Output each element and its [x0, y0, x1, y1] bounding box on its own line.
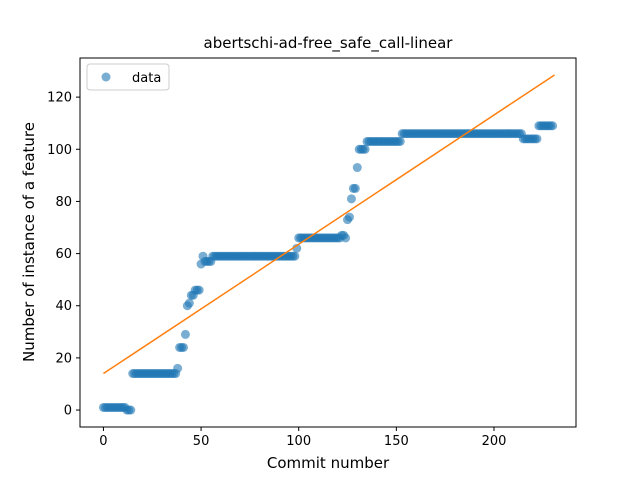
- y-tick-label: 60: [55, 247, 72, 262]
- data-point: [346, 194, 356, 204]
- data-point: [352, 163, 362, 173]
- chart-title: abertschi-ad-free_safe_call-linear: [204, 34, 454, 53]
- y-axis-title: Number of instance of a feature: [20, 122, 38, 362]
- legend-marker-data: [101, 72, 111, 82]
- y-tick-label: 0: [64, 404, 72, 419]
- data-point: [532, 134, 542, 144]
- y-tick-label: 100: [47, 143, 72, 158]
- y-tick-label: 20: [55, 351, 72, 366]
- data-point: [350, 183, 360, 193]
- plot-area: [98, 74, 558, 415]
- data-point: [194, 285, 204, 295]
- data-point: [360, 144, 370, 154]
- data-point: [290, 251, 300, 261]
- data-point: [180, 329, 190, 339]
- data-point: [341, 233, 351, 243]
- x-tick-label: 50: [193, 434, 210, 449]
- legend: data: [86, 63, 170, 91]
- data-point: [344, 212, 354, 222]
- legend-label-data: data: [132, 71, 161, 86]
- linear-fit-line: [103, 74, 555, 375]
- data-point: [178, 342, 188, 352]
- data-point: [184, 298, 194, 308]
- data-point: [292, 243, 302, 253]
- y-tick-label: 40: [55, 299, 72, 314]
- data-point: [548, 121, 558, 131]
- x-tick-label: 100: [286, 434, 311, 449]
- data-point: [126, 405, 136, 415]
- y-tick-label: 120: [47, 91, 72, 106]
- data-point: [173, 363, 183, 373]
- plot-frame: [79, 57, 577, 428]
- x-axis-title: Commit number: [267, 454, 390, 472]
- axis-ticks: 0 50 100 150 200 0 20 40 60 80 100 120: [47, 91, 506, 449]
- x-tick-label: 150: [384, 434, 409, 449]
- data-point: [395, 136, 405, 146]
- y-tick-label: 80: [55, 195, 72, 210]
- legend-box: [86, 63, 170, 91]
- x-tick-label: 200: [482, 434, 507, 449]
- x-tick-label: 0: [99, 434, 107, 449]
